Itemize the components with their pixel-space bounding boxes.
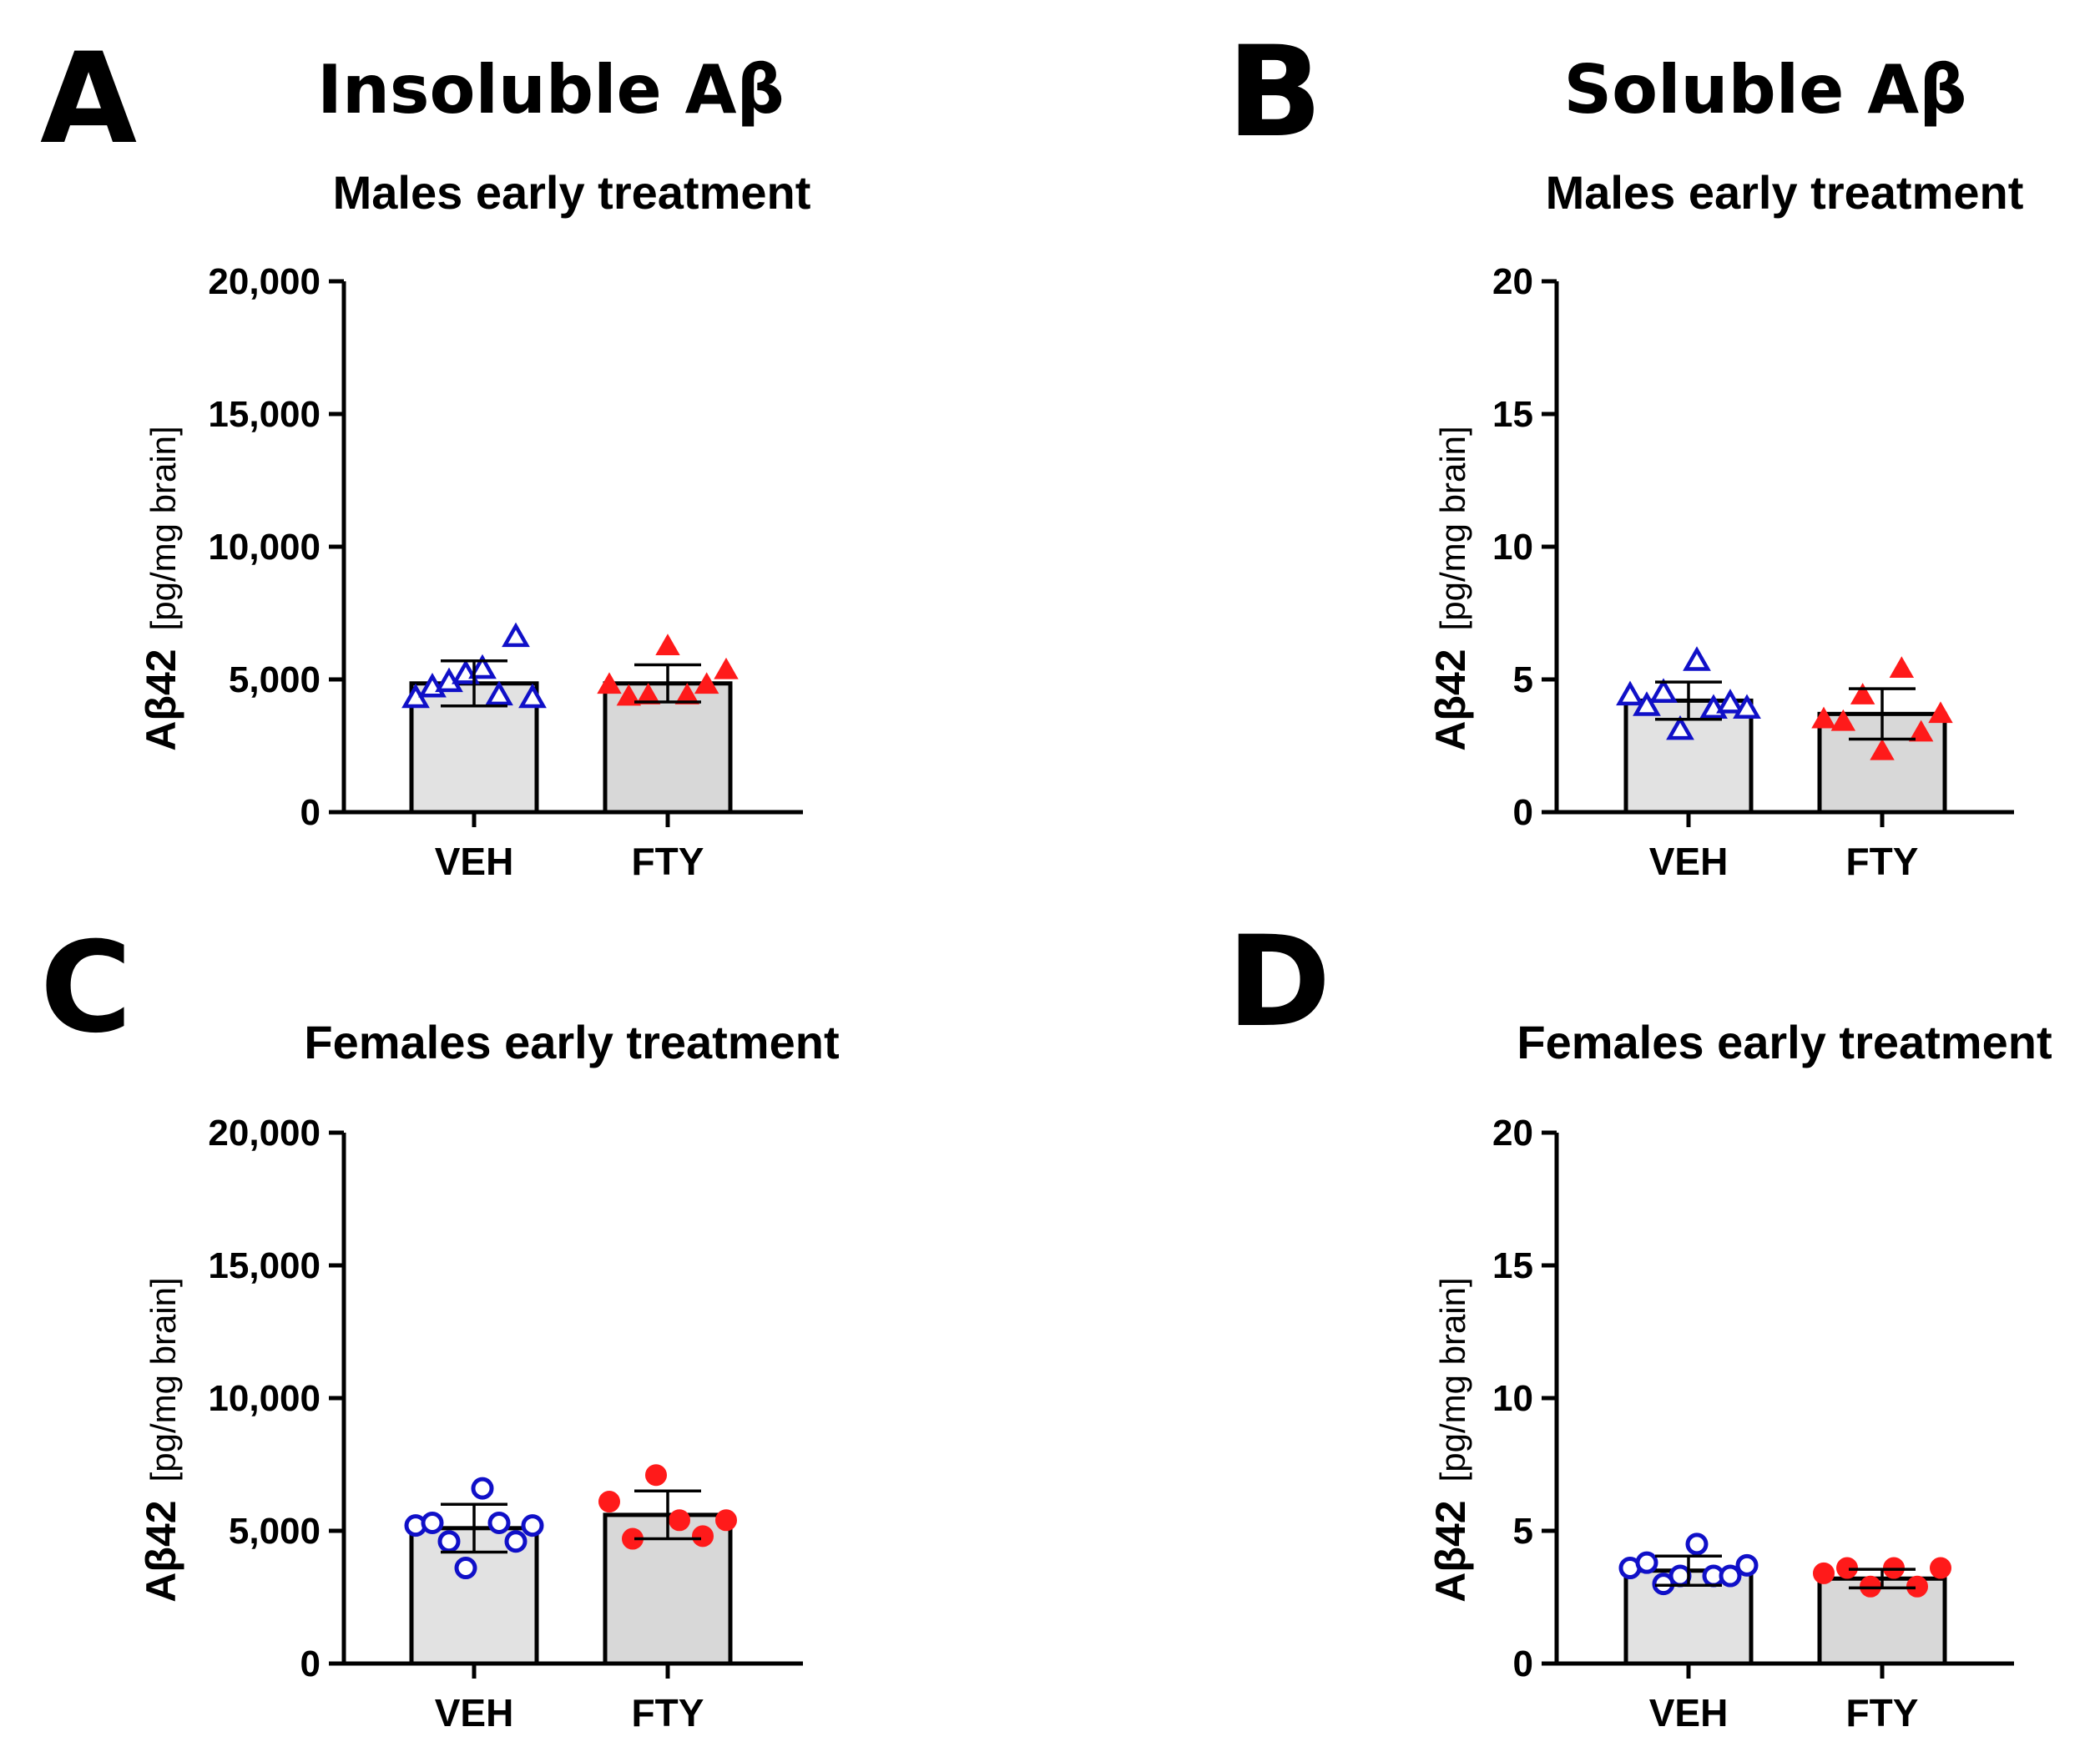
veh-data-point: [1683, 646, 1711, 671]
panel-letter-d: D: [1227, 910, 1331, 1055]
fty-data-point: [674, 683, 700, 704]
category-label-veh: VEH: [435, 840, 514, 883]
category-label-veh: VEH: [1649, 1691, 1729, 1734]
column-heading-soluble: Soluble Aβ: [1564, 51, 1967, 129]
chart-title: Males early treatment: [333, 166, 811, 219]
panel-letter-b: B: [1227, 20, 1322, 165]
y-tick-label: 10: [1492, 527, 1533, 568]
y-tick-label: 5,000: [229, 1511, 321, 1552]
y-axis-label-unit: [pg/mg brain]: [1433, 426, 1472, 630]
chart-panel-d: Females early treatment Aβ42 [pg/mg brain]…: [1427, 1016, 2052, 1734]
fty-data-point: [1811, 706, 1836, 729]
veh-data-point: [1735, 1553, 1759, 1577]
veh-data-point: [468, 654, 497, 679]
y-axis-label-unit: [pg/mg brain]: [1433, 1277, 1472, 1482]
y-axis-label: Aβ42 [pg/mg brain]: [138, 1277, 184, 1602]
chart-panel-a: Males early treatment Aβ42 [pg/mg brain] 0 5…: [138, 166, 810, 883]
y-axis-label: Aβ42 [pg/mg brain]: [1427, 1277, 1474, 1602]
y-tick-label: 15,000: [208, 1245, 321, 1286]
category-label-veh: VEH: [1649, 840, 1729, 883]
y-axis-label-unit: [pg/mg brain]: [144, 426, 183, 630]
fty-data-point: [1930, 1557, 1951, 1579]
fty-data-point: [655, 634, 680, 655]
panel-letter-a: A: [40, 27, 137, 172]
category-label-fty: FTY: [1846, 1691, 1919, 1734]
panel-letter-c: C: [40, 916, 132, 1061]
fty-data-point: [1830, 709, 1856, 731]
y-tick-label: 15,000: [208, 394, 321, 435]
veh-data-point: [1733, 694, 1761, 719]
fty-data-point: [1870, 738, 1895, 760]
fty-data-point: [598, 1491, 620, 1513]
y-tick-label: 20: [1492, 261, 1533, 302]
y-axis-label-unit: [pg/mg brain]: [144, 1277, 183, 1482]
veh-data-point: [485, 680, 513, 706]
y-tick-label: 0: [1513, 792, 1533, 833]
veh-data-point: [1616, 680, 1644, 706]
veh-data-point: [1633, 691, 1661, 716]
fty-data-point: [635, 683, 661, 704]
fty-data-point: [669, 1509, 690, 1532]
y-tick-label: 10,000: [208, 527, 321, 568]
chart-title: Females early treatment: [1517, 1016, 2052, 1068]
category-label-fty: FTY: [632, 840, 704, 883]
fty-data-point: [1850, 683, 1875, 704]
y-axis-label: Aβ42 [pg/mg brain]: [138, 426, 184, 750]
chart-title: Males early treatment: [1546, 166, 2024, 219]
veh-data-point: [1719, 1564, 1742, 1588]
veh-data-point: [1635, 1551, 1658, 1574]
chart-panel-b: Males early treatment Aβ42 [pg/mg brain] 0 5…: [1427, 166, 2023, 883]
veh-data-point: [454, 1557, 477, 1580]
veh-data-point: [437, 1530, 461, 1553]
veh-data-point: [504, 1530, 528, 1553]
y-tick-label: 0: [300, 792, 321, 833]
y-axis-label-main: Aβ42: [138, 1500, 184, 1602]
fty-data-point: [694, 672, 719, 694]
veh-data-point: [1668, 1564, 1692, 1588]
veh-data-point: [521, 1514, 544, 1537]
chart-title: Females early treatment: [304, 1016, 839, 1068]
y-tick-label: 5: [1513, 659, 1533, 700]
category-label-fty: FTY: [632, 1691, 704, 1734]
fty-data-point: [714, 657, 739, 679]
y-tick-label: 20,000: [208, 261, 321, 302]
veh-data-point: [1685, 1532, 1709, 1556]
veh-data-point: [487, 1511, 511, 1534]
y-axis-label-main: Aβ42: [1427, 649, 1474, 750]
y-tick-label: 10,000: [208, 1378, 321, 1419]
y-tick-label: 0: [1513, 1643, 1533, 1684]
y-axis-label: Aβ42 [pg/mg brain]: [1427, 426, 1474, 750]
fty-data-point: [616, 684, 642, 706]
y-axis-label-main: Aβ42: [1427, 1500, 1474, 1602]
fty-data-point: [1928, 701, 1953, 724]
fty-data-point: [1813, 1562, 1835, 1584]
veh-data-point: [1716, 689, 1744, 714]
y-tick-label: 0: [300, 1643, 321, 1684]
fty-data-point: [1889, 656, 1915, 679]
veh-data-point: [471, 1477, 494, 1500]
fty-data-point: [645, 1464, 667, 1487]
veh-data-point: [1666, 714, 1694, 740]
category-label-veh: VEH: [435, 1691, 514, 1734]
y-axis-label-main: Aβ42: [138, 649, 184, 750]
veh-data-point: [518, 683, 547, 709]
category-label-fty: FTY: [1846, 840, 1919, 883]
fty-data-point: [692, 1525, 714, 1548]
veh-data-point: [421, 1511, 444, 1534]
veh-data-point: [1649, 678, 1678, 703]
veh-data-point: [502, 622, 530, 648]
chart-panel-c: Females early treatment Aβ42 [pg/mg brain]…: [138, 1016, 840, 1734]
fty-data-point: [597, 672, 622, 694]
fty-data-point: [715, 1509, 737, 1532]
y-tick-label: 5,000: [229, 659, 321, 700]
y-tick-label: 15: [1492, 394, 1533, 435]
column-heading-insoluble: Insoluble Aβ: [317, 51, 785, 129]
fty-data-point: [1908, 720, 1934, 742]
y-tick-label: 10: [1492, 1378, 1533, 1419]
y-tick-label: 15: [1492, 1245, 1533, 1286]
y-tick-label: 5: [1513, 1511, 1533, 1552]
y-tick-label: 20,000: [208, 1113, 321, 1154]
y-tick-label: 20: [1492, 1113, 1533, 1154]
